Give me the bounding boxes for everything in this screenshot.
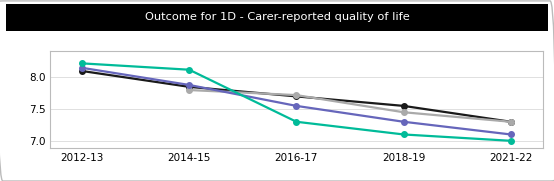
Line: Devon: Devon <box>79 61 514 144</box>
Devon <box>79 62 85 64</box>
*South West <box>79 67 85 69</box>
*South West <box>400 121 407 123</box>
*England <box>79 70 85 72</box>
Devon <box>186 69 193 71</box>
Text: Outcome for 1D - Carer-reported quality of life: Outcome for 1D - Carer-reported quality … <box>145 12 409 22</box>
Line: *South West: *South West <box>79 65 514 137</box>
Devon <box>293 121 300 123</box>
*South West <box>186 84 193 86</box>
Devon <box>507 140 514 142</box>
*DCC Comparators <box>507 121 514 123</box>
*England <box>293 95 300 97</box>
Devon <box>400 133 407 136</box>
*England <box>186 86 193 88</box>
Line: *DCC Comparators: *DCC Comparators <box>187 87 514 125</box>
*DCC Comparators <box>293 94 300 96</box>
Legend: *England, *DCC Comparators, *South West, Devon: *England, *DCC Comparators, *South West,… <box>130 5 414 15</box>
*DCC Comparators <box>186 89 193 91</box>
*England <box>507 121 514 123</box>
*South West <box>507 133 514 136</box>
*DCC Comparators <box>400 111 407 113</box>
*England <box>400 105 407 107</box>
Line: *England: *England <box>79 68 514 125</box>
*South West <box>293 105 300 107</box>
